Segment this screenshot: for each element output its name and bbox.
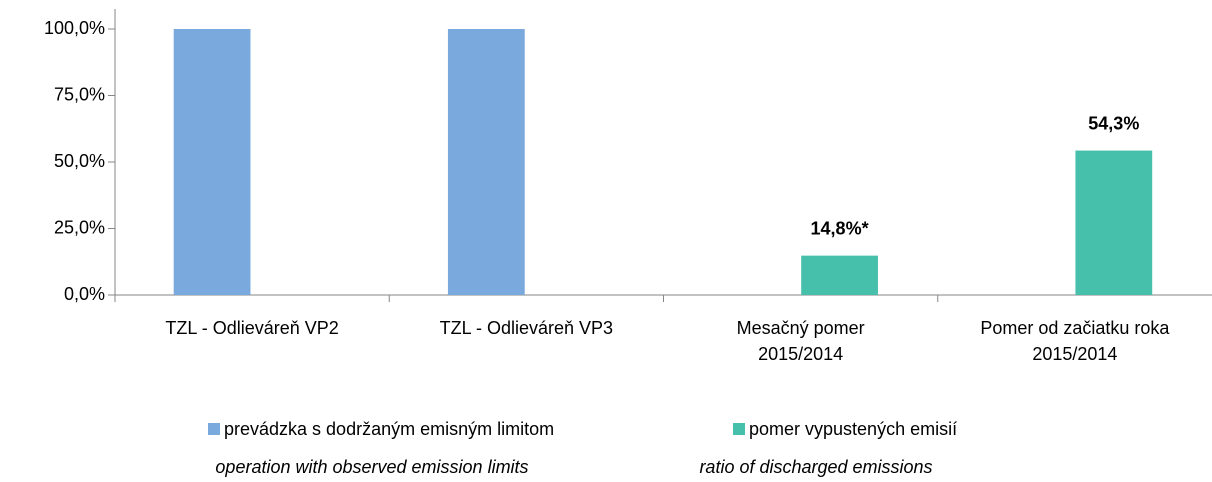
y-tick-label: 75,0% [54,84,105,104]
bar [173,29,251,295]
legend-swatch [733,423,745,435]
bar [447,29,525,295]
x-tick-label: Mesačný pomer 2015/2014 [737,318,865,364]
y-tick-label: 25,0% [54,217,105,237]
data-label: 14,8%* [811,218,869,238]
bar [801,255,878,295]
legend-translation: operation with observed emission limits [215,457,528,477]
y-tick-label: 100,0% [44,18,105,38]
legend-translation: ratio of discharged emissions [699,457,932,477]
legend-label: prevádzka s dodržaným emisným limitom [224,419,554,439]
data-label: 54,3% [1088,113,1139,133]
x-tick-label: TZL - Odlieváreň VP2 [165,318,338,338]
legend-label: pomer vypustených emisií [749,419,957,439]
legend-swatch [208,423,220,435]
y-tick-label: 50,0% [54,151,105,171]
x-tick-label: TZL - Odlieváreň VP3 [440,318,613,338]
x-tick-label: Pomer od začiatku roka 2015/2014 [980,318,1170,364]
y-tick-label: 0,0% [64,284,105,304]
bar [1075,150,1153,295]
